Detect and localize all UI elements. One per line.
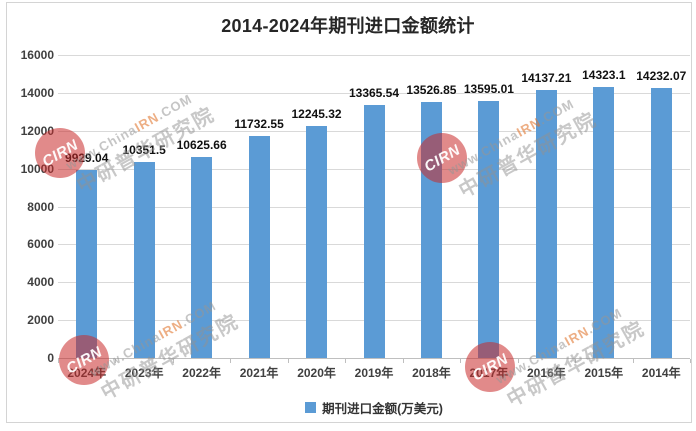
- x-axis-label: 2023年: [124, 366, 164, 380]
- watermark-org: 中研普华研究院: [455, 108, 601, 203]
- x-axis-label: 2024年: [67, 366, 107, 380]
- bar-value-label: 13365.54: [348, 85, 400, 100]
- y-axis-label: 12000: [20, 123, 54, 138]
- axis-tick: [575, 359, 577, 363]
- x-axis-label: 2014年: [641, 366, 681, 380]
- x-axis-label: 2018年: [412, 366, 451, 380]
- watermark-text: www.ChinaIRN.COM 中研普华研究院: [493, 299, 649, 412]
- x-axis-label: 2016年: [527, 366, 566, 380]
- legend: 期刊进口金额(万美元): [58, 398, 690, 416]
- bar-value-label: 12245.32: [291, 107, 342, 122]
- bar: [191, 156, 213, 358]
- axis-tick: [632, 359, 634, 363]
- bar: [306, 126, 328, 358]
- chart-border: [6, 2, 692, 423]
- bar: [76, 169, 98, 358]
- x-axis-line: [58, 358, 690, 359]
- axis-tick: [345, 359, 347, 363]
- x-axis-label: 2022年: [182, 366, 221, 380]
- y-axis-label: 0: [47, 351, 54, 365]
- chart-title: 2014-2024年期刊进口金额统计: [221, 16, 475, 36]
- legend-swatch: [305, 401, 317, 413]
- axis-tick: [402, 359, 404, 363]
- x-axis-label: 2019年: [354, 366, 394, 380]
- bar-value-label: 10625.66: [176, 137, 227, 152]
- bar-value-label: 14137.21: [521, 71, 572, 86]
- y-axis-label: 14000: [20, 85, 54, 100]
- y-axis-label: 8000: [27, 199, 54, 214]
- y-axis-label: 10000: [20, 161, 54, 176]
- bar: [420, 101, 442, 358]
- y-axis-label: 4000: [27, 275, 54, 290]
- y-axis-label: 16000: [20, 48, 54, 62]
- bar: [593, 86, 615, 358]
- bar-value-label: 13595.01: [463, 81, 514, 96]
- x-axis-label: 2017年: [469, 366, 509, 380]
- bar: [650, 88, 672, 358]
- bar: [363, 104, 385, 358]
- x-axis-label: 2020年: [297, 366, 336, 380]
- axis-tick: [460, 359, 462, 363]
- bar-value-label: 14232.07: [636, 69, 687, 84]
- y-axis-label: 2000: [27, 313, 54, 328]
- axis-tick: [115, 359, 117, 363]
- axis-tick: [287, 359, 289, 363]
- bar-value-label: 10351.5: [122, 142, 166, 157]
- bar-value-label: 14323.1: [582, 67, 626, 82]
- watermark-text: www.ChinaIRN.COM 中研普华研究院: [87, 292, 243, 405]
- bar-value-label: 13526.85: [406, 82, 457, 97]
- axis-tick: [58, 359, 59, 363]
- axis-tick: [690, 359, 691, 363]
- watermark-url: www.ChinaIRN.COM: [445, 95, 577, 178]
- axis-tick: [517, 359, 519, 363]
- x-axis-label: 2021年: [239, 366, 279, 380]
- axis-tick: [230, 359, 232, 363]
- legend-label: 期刊进口金额(万美元): [322, 401, 443, 416]
- axis-tick: [172, 359, 174, 363]
- bar-value-label: 11732.55: [234, 116, 284, 131]
- bar: [535, 90, 557, 358]
- bar: [248, 135, 270, 358]
- bar: [478, 100, 500, 358]
- watermark-text: www.ChinaIRN.COM 中研普华研究院: [445, 90, 601, 203]
- x-axis-label: 2015年: [584, 366, 624, 380]
- gridline: [58, 55, 690, 56]
- y-axis-label: 6000: [27, 237, 54, 252]
- gridline: [58, 92, 690, 94]
- bar: [133, 161, 155, 358]
